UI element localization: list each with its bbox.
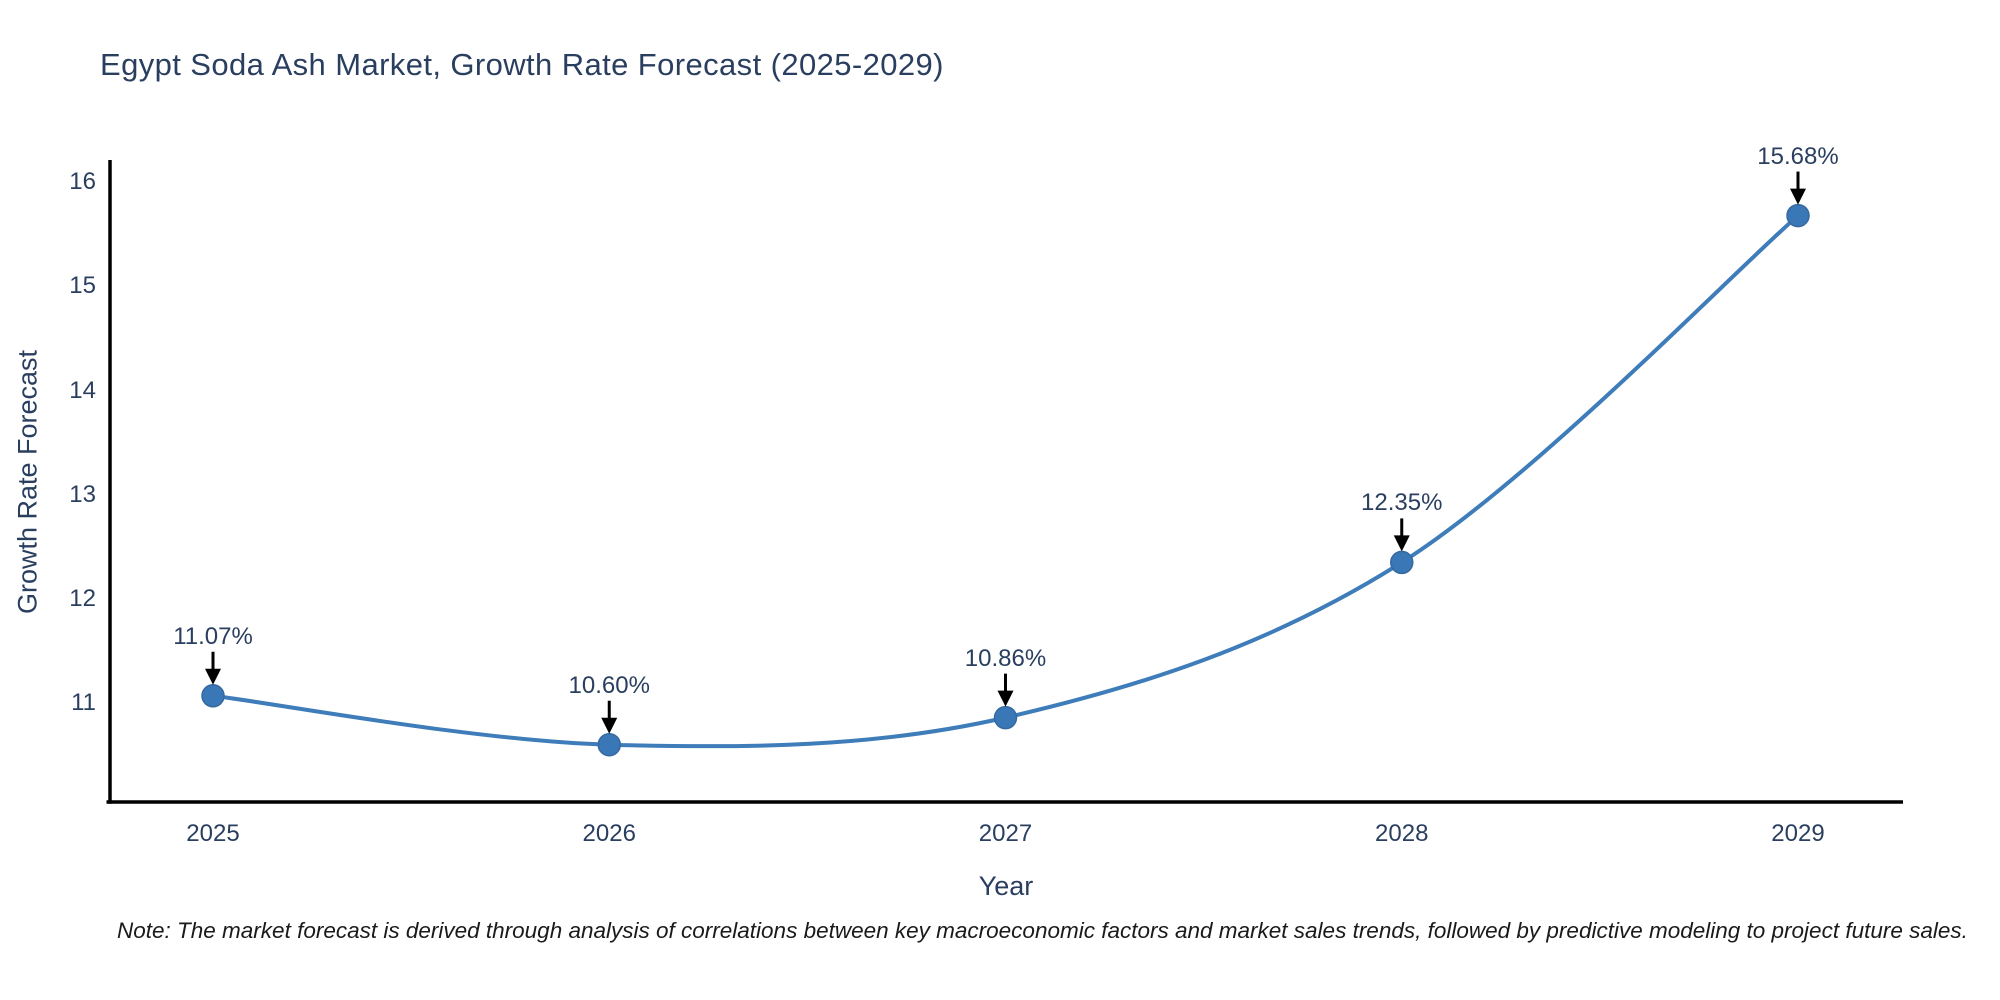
chart-title: Egypt Soda Ash Market, Growth Rate Forec…: [100, 47, 944, 82]
annotation-arrow-head: [997, 690, 1014, 707]
data-point-marker: [1390, 550, 1414, 575]
annotation-arrow-head: [205, 668, 221, 685]
x-tick-label: 2028: [1375, 820, 1429, 847]
x-tick-label: 2026: [582, 820, 636, 847]
x-tick-label: 2029: [1771, 820, 1825, 847]
footnote: Note: The market forecast is derived thr…: [117, 918, 1968, 943]
data-point-marker: [597, 732, 621, 757]
data-point-marker: [201, 684, 225, 708]
x-tick-label: 2025: [186, 820, 240, 847]
data-point-marker: [1786, 203, 1810, 228]
y-tick-label: 16: [69, 168, 96, 196]
x-axis-title: Year: [978, 871, 1034, 901]
y-tick-label: 13: [69, 480, 96, 508]
annotation-arrow-head: [601, 717, 618, 734]
point-annotation: 12.35%: [1361, 489, 1443, 517]
series-line: [212, 214, 1800, 749]
y-tick-label: 15: [69, 272, 96, 300]
x-tick-label: 2027: [978, 820, 1033, 847]
point-annotation: 10.60%: [568, 671, 650, 699]
point-annotation: 11.07%: [173, 622, 253, 650]
annotation-arrow-head: [1790, 188, 1806, 205]
y-tick-label: 12: [69, 584, 96, 612]
data-point-marker: [993, 705, 1018, 730]
y-tick-label: 11: [71, 689, 96, 717]
point-annotation: 15.68%: [1757, 142, 1839, 170]
annotation-arrow-head: [1393, 535, 1410, 552]
point-annotation: 10.86%: [964, 644, 1047, 672]
y-tick-label: 14: [69, 376, 96, 404]
